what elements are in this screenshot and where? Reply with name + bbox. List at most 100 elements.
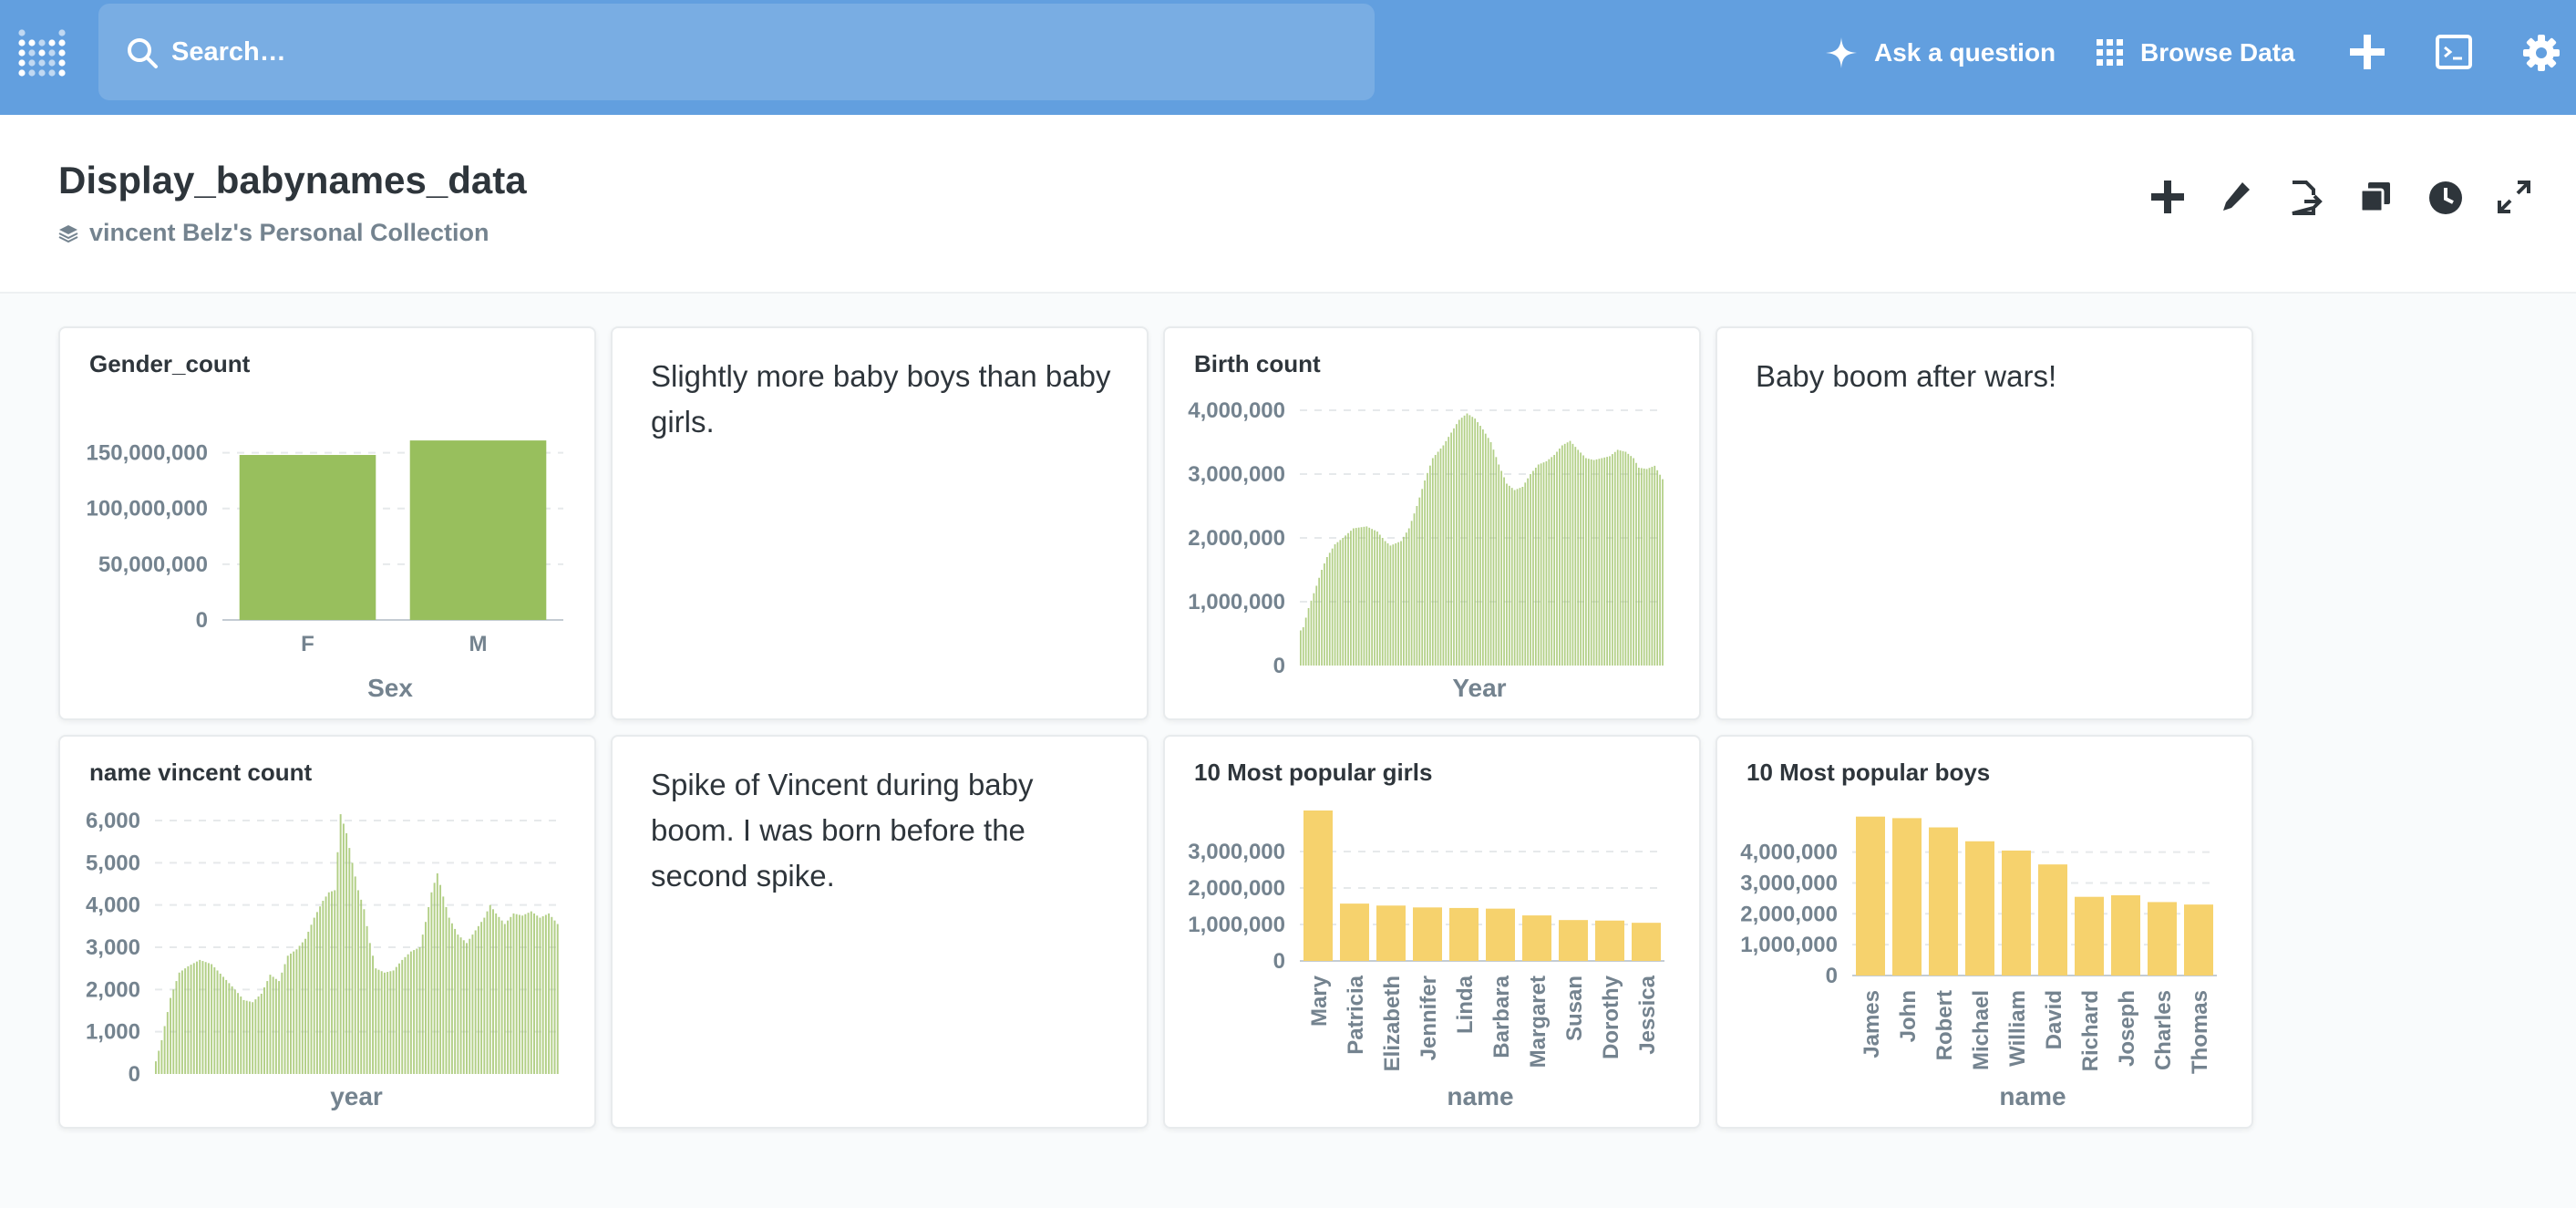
bar-1894[interactable] <box>1336 542 1339 666</box>
card-title[interactable]: 10 Most popular girls <box>1194 759 1433 786</box>
bar-1903[interactable] <box>1360 527 1363 666</box>
bar-1963[interactable] <box>1519 488 1521 666</box>
bar-1935[interactable] <box>1445 440 1448 666</box>
bar-1958[interactable] <box>1506 483 1508 666</box>
bar-1895[interactable] <box>1339 540 1342 666</box>
bar-1965[interactable] <box>1524 482 1527 666</box>
bar-1962[interactable] <box>1516 489 1519 666</box>
bar-1920[interactable] <box>272 976 274 1074</box>
bar-1978[interactable] <box>442 896 445 1074</box>
bar-1993[interactable] <box>1598 459 1601 666</box>
bar-2012[interactable] <box>1648 468 1651 666</box>
bar-1992[interactable] <box>483 917 486 1074</box>
bar-1962[interactable] <box>395 966 397 1074</box>
bar-1982[interactable] <box>454 928 457 1074</box>
bar-1948[interactable] <box>354 876 356 1074</box>
bar-1934[interactable] <box>1442 445 1445 666</box>
bar-2013[interactable] <box>544 914 547 1074</box>
page-title[interactable]: Display_babynames_data <box>58 159 527 201</box>
bar-1894[interactable] <box>196 961 198 1074</box>
bar-1946[interactable] <box>348 848 351 1074</box>
bar-2006[interactable] <box>1633 458 1634 666</box>
bar-1918[interactable] <box>266 981 269 1074</box>
browse-data-button[interactable]: Browse Data <box>2097 27 2295 78</box>
bar-1998[interactable] <box>1612 454 1613 666</box>
bar-1906[interactable] <box>231 986 233 1074</box>
bar-1997[interactable] <box>498 916 500 1074</box>
bar-2004[interactable] <box>1627 453 1630 666</box>
bar-1904[interactable] <box>1363 526 1365 666</box>
bar-2001[interactable] <box>510 916 512 1074</box>
bar-1933[interactable] <box>310 924 313 1074</box>
bar-1891[interactable] <box>187 965 190 1074</box>
bar-1990[interactable] <box>1590 459 1592 666</box>
bar-1913[interactable] <box>252 1002 254 1074</box>
bar-1955[interactable] <box>375 968 377 1074</box>
bar-1925[interactable] <box>1418 497 1421 666</box>
card-birth-count[interactable]: Birth count 0 1,000,000 2,000,000 3,000,000… <box>1163 326 1701 720</box>
bar-1915[interactable] <box>257 996 260 1074</box>
bar-1943[interactable] <box>339 814 342 1074</box>
bar-1891[interactable] <box>1328 552 1331 666</box>
bar-charles[interactable] <box>2148 902 2177 976</box>
bar-2008[interactable] <box>1638 468 1640 666</box>
bar-thomas[interactable] <box>2184 904 2213 976</box>
bar-1914[interactable] <box>254 999 257 1074</box>
bar-1940[interactable] <box>331 891 333 1074</box>
bar-1882[interactable] <box>160 1039 163 1074</box>
bar-1952[interactable] <box>366 925 368 1074</box>
add-card-plus-icon[interactable] <box>2151 181 2184 213</box>
bar-1987[interactable] <box>469 938 471 1074</box>
card-popular-boys[interactable]: 10 Most popular boys 0 1,000,000 2,000,000… <box>1716 735 2253 1129</box>
bar-1885[interactable] <box>1313 593 1315 666</box>
history-clock-icon[interactable] <box>2428 181 2463 215</box>
bar-1890[interactable] <box>1325 557 1328 666</box>
bar-1999[interactable] <box>503 924 506 1074</box>
bar-1974[interactable] <box>1548 459 1551 666</box>
bar-1945[interactable] <box>1471 417 1474 666</box>
bar-1959[interactable] <box>386 972 389 1074</box>
bar-1983[interactable] <box>457 934 459 1074</box>
bar-1966[interactable] <box>1527 478 1530 666</box>
bar-1959[interactable] <box>1508 485 1510 666</box>
bar-1931[interactable] <box>1434 455 1437 666</box>
bar-1986[interactable] <box>1580 452 1582 666</box>
bar-linda[interactable] <box>1449 907 1479 961</box>
bar-1923[interactable] <box>281 972 283 1074</box>
bar-1953[interactable] <box>368 943 371 1074</box>
bar-1940[interactable] <box>1458 419 1460 666</box>
bar-1922[interactable] <box>278 981 281 1074</box>
bar-1897[interactable] <box>204 962 207 1074</box>
card-vincent-count[interactable]: name vincent count 0 1,000 2,000 3,000 4,000… <box>58 735 596 1129</box>
bar-jennifer[interactable] <box>1413 907 1442 961</box>
bar-1921[interactable] <box>1407 528 1410 666</box>
bar-1939[interactable] <box>1456 424 1458 666</box>
metabase-logo-icon[interactable] <box>16 27 67 78</box>
bar-1947[interactable] <box>1477 422 1479 666</box>
bar-james[interactable] <box>1856 816 1885 976</box>
bar-1909[interactable] <box>240 996 242 1074</box>
bar-1910[interactable] <box>1378 534 1381 666</box>
duplicate-icon[interactable] <box>2359 181 2392 213</box>
bar-robert[interactable] <box>1929 827 1958 976</box>
bar-1902[interactable] <box>219 973 222 1074</box>
bar-1980[interactable] <box>448 917 450 1074</box>
bar-1893[interactable] <box>1334 544 1336 666</box>
bar-1976[interactable] <box>1553 455 1555 666</box>
bar-1924[interactable] <box>1416 506 1418 666</box>
bar-1987[interactable] <box>1582 455 1584 666</box>
bar-1973[interactable] <box>1545 461 1548 666</box>
bar-1957[interactable] <box>1503 477 1505 666</box>
bar-1900[interactable] <box>1352 528 1355 666</box>
bar-1882[interactable] <box>1304 617 1307 666</box>
bar-1912[interactable] <box>248 1001 251 1074</box>
bar-1997[interactable] <box>1609 456 1611 666</box>
bar-1967[interactable] <box>409 951 412 1074</box>
bar-1901[interactable] <box>216 970 219 1074</box>
bar-1941[interactable] <box>1460 418 1463 666</box>
bar-1937[interactable] <box>322 901 325 1074</box>
gear-icon[interactable] <box>2523 35 2560 71</box>
bar-1919[interactable] <box>1403 536 1405 666</box>
bar-1923[interactable] <box>1413 513 1416 666</box>
bar-1993[interactable] <box>486 911 489 1074</box>
